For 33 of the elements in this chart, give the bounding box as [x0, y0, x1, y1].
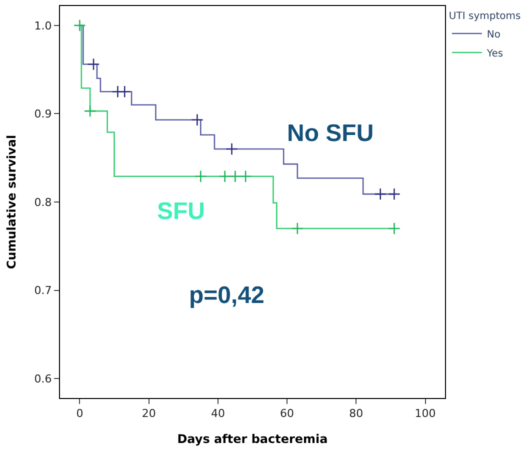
x-tick-label: 100 — [414, 407, 436, 420]
point — [194, 170, 207, 183]
y-tick-label: 1.0 — [34, 19, 52, 32]
point — [87, 58, 100, 71]
legend-title: UTI symptoms — [448, 11, 521, 22]
point — [388, 222, 400, 235]
point — [218, 170, 232, 183]
point — [84, 104, 96, 118]
y-tick-label: 0.6 — [34, 372, 52, 386]
point — [190, 114, 204, 126]
x-tick-label: 0 — [76, 407, 84, 420]
x-tick-label: 20 — [142, 407, 156, 420]
point — [228, 170, 242, 183]
point — [73, 19, 86, 32]
point — [291, 222, 304, 235]
y-axis-title: Cumulative survival — [4, 134, 19, 270]
y-tick-label: 0.7 — [34, 284, 52, 298]
annotation: No SFU — [287, 120, 374, 147]
x-axis-title: Days after bacteremia — [177, 432, 328, 446]
annotation: p=0,42 — [189, 282, 264, 309]
point — [374, 188, 387, 200]
point — [239, 170, 252, 183]
x-tick-label: 60 — [280, 407, 294, 420]
legend-label: Yes — [486, 48, 504, 60]
annotation: SFU — [157, 198, 205, 225]
point — [118, 85, 131, 98]
y-tick-label: 0.9 — [34, 108, 52, 121]
legend-label: No — [486, 29, 501, 40]
point — [388, 188, 400, 200]
y-tick-label: 0.8 — [34, 196, 52, 209]
point — [226, 142, 238, 156]
x-tick-label: 80 — [349, 407, 364, 420]
x-tick-label: 40 — [210, 407, 225, 420]
